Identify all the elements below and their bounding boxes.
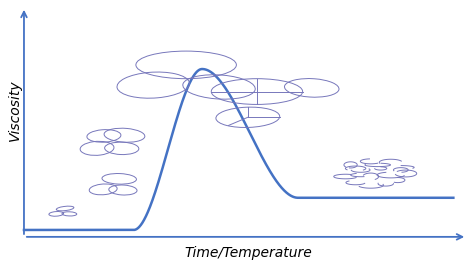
Text: Time/Temperature: Time/Temperature — [184, 246, 312, 260]
Text: Viscosity: Viscosity — [8, 80, 22, 141]
